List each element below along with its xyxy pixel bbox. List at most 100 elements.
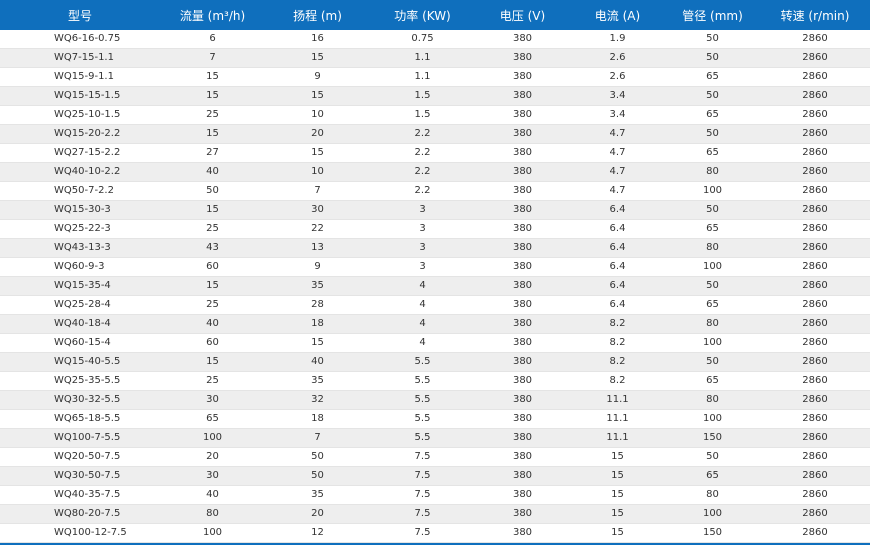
power-cell: 4 (370, 314, 475, 334)
voltage-cell: 380 (475, 181, 570, 201)
flow-cell: 25 (160, 105, 265, 125)
flow-cell: 25 (160, 295, 265, 315)
head-cell: 10 (265, 105, 370, 125)
pipe-diameter-cell: 50 (665, 352, 760, 372)
current-cell: 6.4 (570, 219, 665, 239)
current-cell: 15 (570, 504, 665, 524)
model-cell: WQ15-30-3 (0, 200, 160, 220)
header-flow: 流量 (m³/h) (160, 0, 265, 30)
current-cell: 8.2 (570, 371, 665, 391)
power-cell: 2.2 (370, 143, 475, 163)
voltage-cell: 380 (475, 333, 570, 353)
model-cell: WQ40-35-7.5 (0, 485, 160, 505)
table-bottom-bar (0, 543, 870, 545)
pipe-diameter-cell: 80 (665, 238, 760, 258)
speed-cell: 2860 (760, 428, 870, 448)
power-cell: 5.5 (370, 409, 475, 429)
flow-cell: 30 (160, 466, 265, 486)
flow-cell: 15 (160, 276, 265, 296)
flow-cell: 30 (160, 390, 265, 410)
pipe-diameter-cell: 80 (665, 314, 760, 334)
speed-cell: 2860 (760, 67, 870, 87)
pipe-diameter-cell: 150 (665, 523, 760, 543)
pipe-diameter-cell: 65 (665, 466, 760, 486)
power-cell: 2.2 (370, 124, 475, 144)
head-cell: 35 (265, 371, 370, 391)
model-cell: WQ30-50-7.5 (0, 466, 160, 486)
model-cell: WQ15-40-5.5 (0, 352, 160, 372)
table-row: WQ43-13-3 43 13 3 380 6.4 80 2860 (0, 238, 870, 258)
model-cell: WQ15-20-2.2 (0, 124, 160, 144)
flow-cell: 100 (160, 428, 265, 448)
power-cell: 4 (370, 333, 475, 353)
speed-cell: 2860 (760, 314, 870, 334)
current-cell: 4.7 (570, 124, 665, 144)
flow-cell: 65 (160, 409, 265, 429)
head-cell: 20 (265, 504, 370, 524)
speed-cell: 2860 (760, 181, 870, 201)
speed-cell: 2860 (760, 105, 870, 125)
table-row: WQ20-50-7.5 20 50 7.5 380 15 50 2860 (0, 447, 870, 467)
speed-cell: 2860 (760, 257, 870, 277)
pipe-diameter-cell: 80 (665, 390, 760, 410)
pipe-diameter-cell: 80 (665, 162, 760, 182)
model-cell: WQ7-15-1.1 (0, 48, 160, 68)
pipe-diameter-cell: 65 (665, 67, 760, 87)
table-row: WQ100-7-5.5 100 7 5.5 380 11.1 150 2860 (0, 428, 870, 448)
current-cell: 15 (570, 523, 665, 543)
flow-cell: 40 (160, 485, 265, 505)
power-cell: 2.2 (370, 162, 475, 182)
voltage-cell: 380 (475, 390, 570, 410)
flow-cell: 40 (160, 314, 265, 334)
pipe-diameter-cell: 65 (665, 105, 760, 125)
voltage-cell: 380 (475, 466, 570, 486)
head-cell: 15 (265, 48, 370, 68)
power-cell: 1.5 (370, 86, 475, 106)
head-cell: 20 (265, 124, 370, 144)
model-cell: WQ100-12-7.5 (0, 523, 160, 543)
table-row: WQ25-35-5.5 25 35 5.5 380 8.2 65 2860 (0, 371, 870, 391)
voltage-cell: 380 (475, 485, 570, 505)
voltage-cell: 380 (475, 200, 570, 220)
table-row: WQ15-35-4 15 35 4 380 6.4 50 2860 (0, 276, 870, 296)
model-cell: WQ40-10-2.2 (0, 162, 160, 182)
head-cell: 13 (265, 238, 370, 258)
table-row: WQ30-50-7.5 30 50 7.5 380 15 65 2860 (0, 466, 870, 486)
pipe-diameter-cell: 65 (665, 371, 760, 391)
voltage-cell: 380 (475, 124, 570, 144)
head-cell: 18 (265, 314, 370, 334)
pipe-diameter-cell: 100 (665, 409, 760, 429)
speed-cell: 2860 (760, 504, 870, 524)
power-cell: 0.75 (370, 30, 475, 49)
table-body: WQ6-16-0.75 6 16 0.75 380 1.9 50 2860 WQ7-15-1.1… (0, 30, 870, 543)
flow-cell: 60 (160, 333, 265, 353)
speed-cell: 2860 (760, 162, 870, 182)
pipe-diameter-cell: 100 (665, 257, 760, 277)
table-row: WQ30-32-5.5 30 32 5.5 380 11.1 80 2860 (0, 390, 870, 410)
model-cell: WQ25-22-3 (0, 219, 160, 239)
flow-cell: 25 (160, 219, 265, 239)
current-cell: 6.4 (570, 276, 665, 296)
table-header-row: 型号 流量 (m³/h) 扬程 (m) 功率 (KW) 电压 (V) 电流 (A) 管径 (… (0, 0, 870, 30)
table-row: WQ15-30-3 15 30 3 380 6.4 50 2860 (0, 200, 870, 220)
model-cell: WQ40-18-4 (0, 314, 160, 334)
model-cell: WQ60-15-4 (0, 333, 160, 353)
speed-cell: 2860 (760, 30, 870, 49)
power-cell: 7.5 (370, 485, 475, 505)
head-cell: 9 (265, 67, 370, 87)
pipe-diameter-cell: 65 (665, 295, 760, 315)
table-row: WQ6-16-0.75 6 16 0.75 380 1.9 50 2860 (0, 30, 870, 49)
head-cell: 15 (265, 143, 370, 163)
speed-cell: 2860 (760, 48, 870, 68)
voltage-cell: 380 (475, 295, 570, 315)
flow-cell: 25 (160, 371, 265, 391)
current-cell: 3.4 (570, 105, 665, 125)
power-cell: 3 (370, 257, 475, 277)
flow-cell: 50 (160, 181, 265, 201)
current-cell: 2.6 (570, 48, 665, 68)
power-cell: 5.5 (370, 390, 475, 410)
head-cell: 32 (265, 390, 370, 410)
flow-cell: 6 (160, 30, 265, 49)
flow-cell: 15 (160, 124, 265, 144)
